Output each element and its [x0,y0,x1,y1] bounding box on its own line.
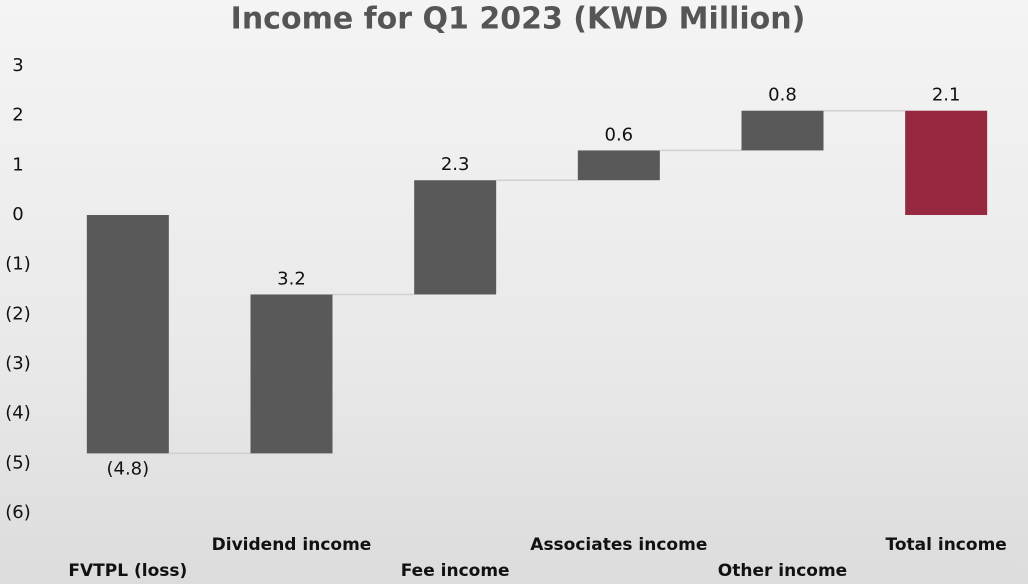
y-tick-label: (1) [5,254,31,275]
bar [250,294,333,454]
x-tick-label: Dividend income [212,535,372,555]
x-tick-label: Other income [718,561,847,581]
value-label: 0.6 [605,124,634,145]
value-label: 0.8 [768,85,797,106]
y-tick-label: 0 [12,204,23,225]
y-tick-label: 1 [12,154,23,175]
bar [86,215,169,454]
x-tick-label: Total income [886,535,1007,555]
y-tick-label: (6) [5,502,31,523]
bar [414,180,497,295]
bar [577,150,660,181]
value-label: 2.3 [441,154,470,175]
bar [741,110,824,151]
y-tick-label: 2 [12,105,23,126]
bar [905,110,988,215]
value-label: (4.8) [106,458,149,479]
x-tick-label: Associates income [530,535,707,555]
x-tick-label: Fee income [401,561,510,581]
value-label: 2.1 [932,85,961,106]
y-tick-label: (3) [5,353,31,374]
y-tick-label: (4) [5,403,31,424]
y-tick-label: 3 [12,55,23,76]
value-label: 3.2 [277,268,306,289]
chart-title: Income for Q1 2023 (KWD Million) [231,2,806,37]
y-tick-label: (5) [5,452,31,473]
y-tick-label: (2) [5,303,31,324]
x-tick-label: FVTPL (loss) [68,561,187,581]
